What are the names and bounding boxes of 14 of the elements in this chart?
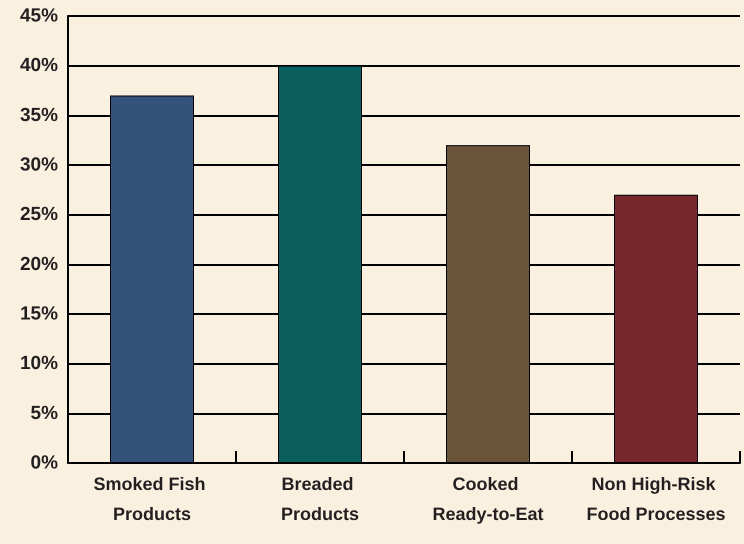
y-tick-label: 35% bbox=[20, 104, 58, 126]
x-tick-label: Non High-Risk Food Processes bbox=[586, 474, 726, 524]
y-tick-label: 0% bbox=[30, 452, 58, 474]
x-tick-label: Smoked Fish Products bbox=[93, 474, 211, 524]
y-tick-label: 40% bbox=[20, 55, 58, 76]
y-tick-label: 25% bbox=[20, 204, 58, 226]
y-tick-label: 10% bbox=[20, 353, 58, 374]
y-tick-label: 15% bbox=[20, 304, 58, 324]
x-tick-label: Cooked Ready-to-Eat bbox=[432, 474, 544, 524]
y-tick-label: 45% bbox=[20, 6, 58, 26]
x-tick-label: Breaded Products bbox=[280, 474, 360, 524]
y-tick-label: 5% bbox=[30, 402, 58, 424]
y-tick-label: 20% bbox=[20, 254, 58, 275]
y-tick-label: 30% bbox=[20, 154, 58, 176]
